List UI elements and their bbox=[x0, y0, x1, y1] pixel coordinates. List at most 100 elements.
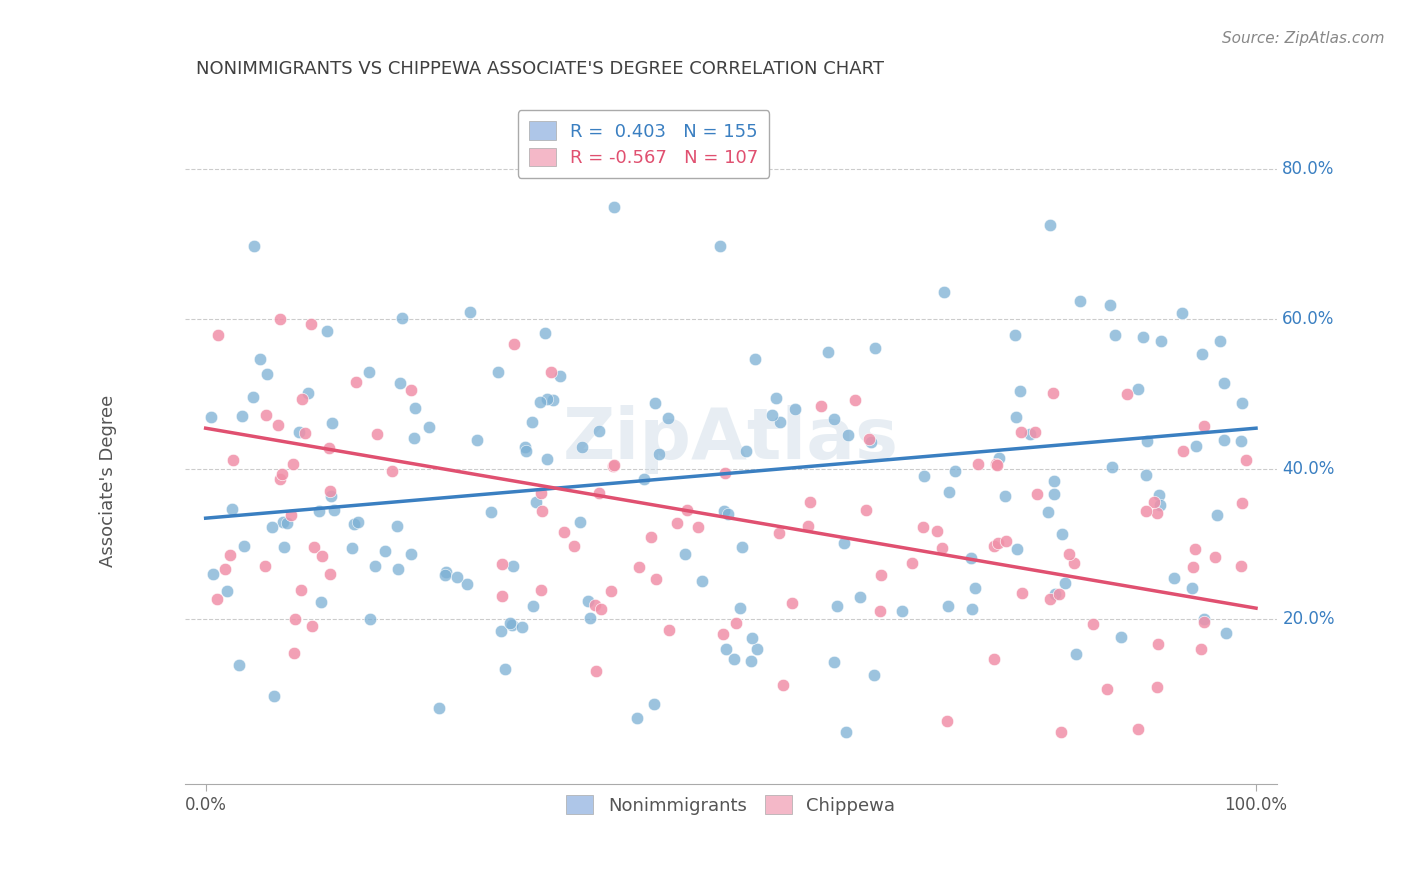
Point bbox=[645, 572, 668, 586]
Point bbox=[479, 505, 502, 519]
Point bbox=[536, 452, 558, 467]
Point bbox=[501, 618, 523, 632]
Point bbox=[588, 424, 610, 438]
Point bbox=[1043, 587, 1066, 601]
Point bbox=[1098, 298, 1121, 312]
Point bbox=[823, 655, 845, 669]
Point bbox=[589, 602, 612, 616]
Point bbox=[1063, 556, 1085, 570]
Point bbox=[734, 444, 756, 458]
Point bbox=[1234, 453, 1257, 467]
Point bbox=[1150, 334, 1173, 348]
Point bbox=[249, 351, 271, 366]
Point bbox=[927, 524, 949, 538]
Point bbox=[290, 392, 312, 406]
Point bbox=[522, 415, 544, 429]
Point bbox=[823, 411, 845, 425]
Point bbox=[1209, 334, 1232, 348]
Point bbox=[640, 530, 662, 544]
Point bbox=[276, 516, 298, 531]
Point bbox=[1146, 506, 1168, 520]
Point bbox=[309, 595, 332, 609]
Point bbox=[1081, 616, 1104, 631]
Point bbox=[287, 425, 309, 440]
Point bbox=[603, 458, 626, 472]
Point bbox=[381, 464, 404, 478]
Point bbox=[388, 376, 411, 391]
Point bbox=[780, 596, 803, 610]
Point bbox=[1039, 219, 1062, 233]
Point bbox=[690, 574, 713, 588]
Point bbox=[901, 556, 924, 570]
Point bbox=[890, 604, 912, 618]
Point bbox=[1064, 648, 1087, 662]
Point bbox=[932, 285, 955, 300]
Point bbox=[1004, 410, 1026, 425]
Point bbox=[1109, 630, 1132, 644]
Point bbox=[446, 570, 468, 584]
Text: NONIMMIGRANTS VS CHIPPEWA ASSOCIATE'S DEGREE CORRELATION CHART: NONIMMIGRANTS VS CHIPPEWA ASSOCIATE'S DE… bbox=[195, 60, 883, 78]
Point bbox=[994, 533, 1017, 548]
Point bbox=[1004, 327, 1026, 342]
Point bbox=[1026, 487, 1049, 501]
Point bbox=[772, 678, 794, 692]
Point bbox=[863, 667, 886, 681]
Point bbox=[988, 450, 1011, 465]
Point bbox=[522, 599, 544, 613]
Point bbox=[387, 561, 409, 575]
Point bbox=[938, 485, 960, 500]
Point bbox=[849, 590, 872, 604]
Point bbox=[1005, 541, 1028, 556]
Point bbox=[515, 441, 537, 455]
Text: ZipAtlas: ZipAtlas bbox=[562, 405, 898, 474]
Point bbox=[725, 616, 748, 631]
Point bbox=[541, 392, 564, 407]
Point bbox=[797, 519, 820, 533]
Point bbox=[322, 503, 344, 517]
Point bbox=[1011, 586, 1033, 600]
Point bbox=[434, 565, 457, 579]
Point bbox=[583, 598, 606, 612]
Point bbox=[308, 504, 330, 518]
Point bbox=[744, 352, 766, 367]
Point bbox=[1143, 495, 1166, 509]
Point bbox=[1057, 547, 1080, 561]
Point bbox=[319, 484, 342, 499]
Point bbox=[987, 536, 1010, 550]
Point bbox=[385, 519, 408, 533]
Point bbox=[1192, 615, 1215, 630]
Point bbox=[231, 409, 253, 423]
Text: Source: ZipAtlas.com: Source: ZipAtlas.com bbox=[1222, 31, 1385, 46]
Point bbox=[960, 601, 983, 615]
Text: 60.0%: 60.0% bbox=[1282, 310, 1334, 328]
Point bbox=[966, 458, 988, 472]
Point bbox=[569, 516, 592, 530]
Point bbox=[1149, 499, 1171, 513]
Point bbox=[404, 401, 426, 415]
Point bbox=[374, 544, 396, 558]
Point bbox=[391, 311, 413, 326]
Point bbox=[254, 409, 277, 423]
Point bbox=[984, 457, 1007, 471]
Point bbox=[269, 312, 291, 326]
Point bbox=[1126, 722, 1149, 736]
Text: Associate's Degree: Associate's Degree bbox=[100, 394, 117, 567]
Point bbox=[1116, 386, 1139, 401]
Point bbox=[280, 508, 302, 522]
Point bbox=[290, 583, 312, 598]
Point bbox=[548, 368, 571, 383]
Point bbox=[219, 548, 242, 562]
Point bbox=[1215, 625, 1237, 640]
Point bbox=[1173, 444, 1195, 458]
Point bbox=[912, 520, 935, 534]
Point bbox=[214, 562, 236, 576]
Point bbox=[283, 457, 305, 471]
Point bbox=[536, 392, 558, 407]
Point bbox=[717, 507, 740, 521]
Point bbox=[855, 503, 877, 517]
Point bbox=[1042, 386, 1064, 401]
Point bbox=[343, 517, 366, 532]
Point bbox=[1204, 549, 1226, 564]
Point bbox=[243, 239, 266, 253]
Point bbox=[765, 392, 787, 406]
